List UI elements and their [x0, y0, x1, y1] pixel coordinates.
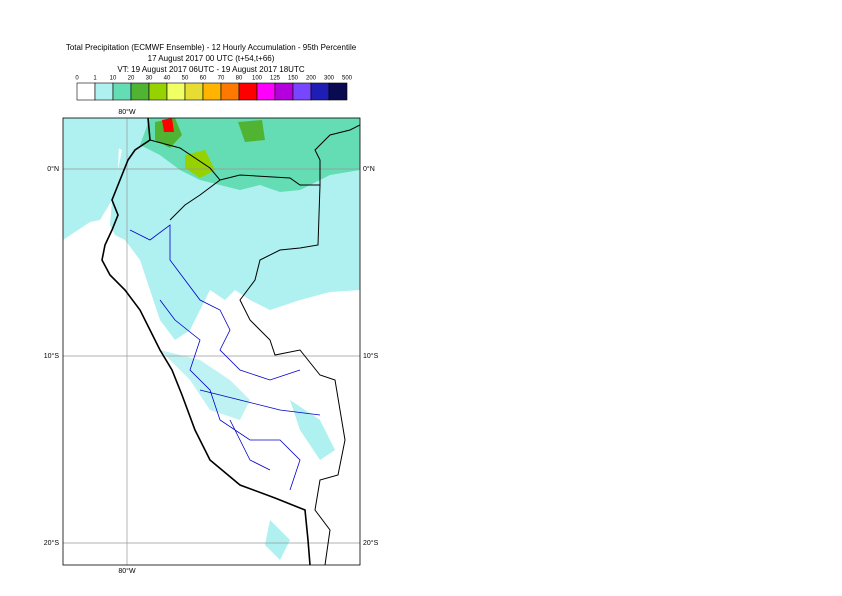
lat-label: 10°S: [44, 352, 60, 360]
legend-swatch: [274, 82, 294, 101]
legend-swatch: [328, 82, 348, 101]
lat-label: 20°S: [44, 539, 60, 547]
region-border: [129, 224, 321, 491]
coastline: [101, 118, 311, 565]
legend-label: 60: [200, 76, 207, 82]
legend-swatch: [238, 82, 258, 101]
precip-area: [185, 150, 215, 178]
legend-swatch: [256, 82, 276, 101]
legend-label: 200: [306, 76, 317, 82]
lat-label: 0°N: [363, 165, 375, 173]
legend-label: 500: [342, 76, 353, 82]
legend-label: 30: [146, 76, 153, 82]
border: [149, 124, 360, 565]
precip-area: [290, 400, 335, 460]
legend-label: 0: [75, 76, 79, 82]
legend-label: 125: [270, 76, 281, 82]
legend-swatch: [94, 82, 114, 101]
lat-label: 0°N: [47, 165, 59, 173]
legend-swatch: [310, 82, 330, 101]
legend-swatch: [220, 82, 240, 101]
subtitle: VT: 19 August 2017 06UTC - 19 August 201…: [117, 65, 304, 74]
legend-label: 150: [288, 76, 299, 82]
legend-label: 20: [128, 76, 135, 82]
map-frame: [62, 117, 361, 566]
subtitle: 17 August 2017 00 UTC (t+54,t+66): [148, 54, 275, 63]
legend-swatch: [292, 82, 312, 101]
legend-label: 70: [218, 76, 225, 82]
precip-area: [238, 120, 265, 142]
legend-label: 40: [164, 76, 171, 82]
legend-label: 300: [324, 76, 335, 82]
legend-swatch: [112, 82, 132, 101]
legend-label: 10: [110, 76, 117, 82]
lat-label: 20°S: [363, 539, 379, 547]
lon-label: 80°W: [118, 567, 136, 575]
legend-swatch: [76, 82, 96, 101]
legend-label: 100: [252, 76, 263, 82]
lat-label: 10°S: [363, 352, 379, 360]
precip-area: [63, 118, 120, 240]
legend: 0 1 10 20 30 40 50 60 70 80 100 125 150 200 300 500: [75, 76, 353, 101]
map: [63, 118, 360, 565]
precip-area: [155, 118, 182, 148]
legend-swatch: [148, 82, 168, 101]
title: Total Precipitation (ECMWF Ensemble) - 1…: [66, 43, 357, 52]
legend-label: 80: [236, 76, 243, 82]
lon-label: 80°W: [118, 108, 136, 116]
legend-swatch: [202, 82, 222, 101]
legend-swatch: [184, 82, 204, 101]
legend-label: 50: [182, 76, 189, 82]
legend-swatch: [166, 82, 186, 101]
precip-area: [162, 118, 174, 132]
precip-area: [265, 520, 290, 560]
legend-label: 1: [93, 76, 97, 82]
legend-swatch: [130, 82, 150, 101]
